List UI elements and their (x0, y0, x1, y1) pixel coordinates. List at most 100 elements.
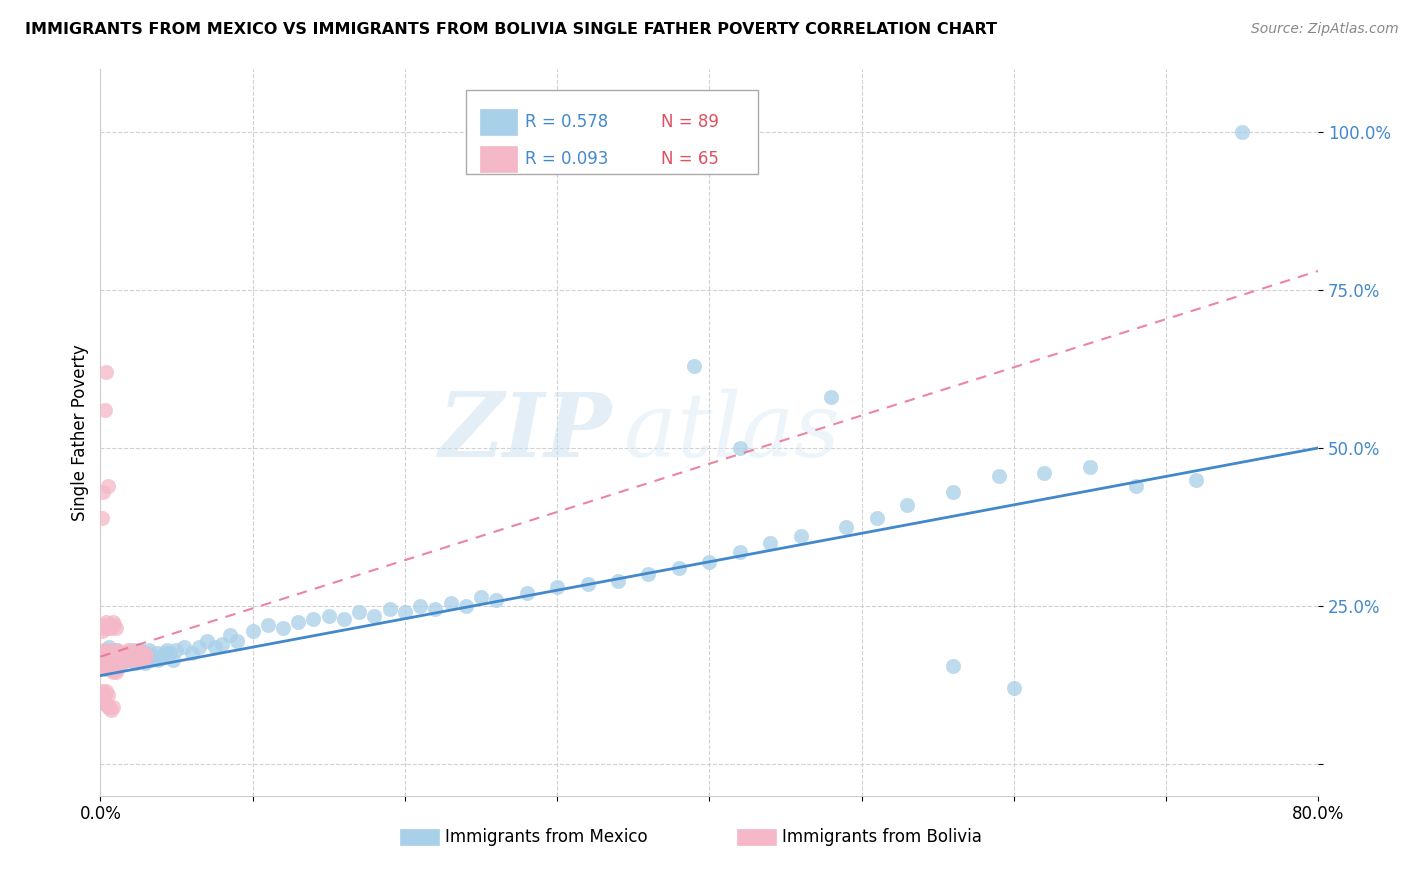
Point (104, 643, 127, 657)
Point (96, 684, 118, 698)
Point (1185, 473, 1208, 487)
Point (132, 653, 155, 667)
Point (93, 684, 115, 698)
Point (98, 640, 121, 655)
Point (90, 647, 112, 661)
Point (866, 510, 889, 524)
Point (287, 615, 309, 629)
Point (105, 662, 128, 676)
Point (117, 647, 139, 661)
Text: IMMIGRANTS FROM MEXICO VS IMMIGRANTS FROM BOLIVIA SINGLE FATHER POVERTY CORRELAT: IMMIGRANTS FROM MEXICO VS IMMIGRANTS FRO… (25, 22, 997, 37)
Point (94, 653, 117, 667)
Point (118, 647, 141, 661)
Point (1230, 125, 1253, 139)
Point (363, 608, 385, 623)
Point (256, 618, 278, 632)
Point (124, 649, 146, 664)
Point (195, 633, 218, 648)
Point (211, 637, 233, 651)
Point (104, 649, 127, 664)
Point (101, 665, 124, 680)
Point (129, 647, 152, 661)
Point (697, 555, 720, 569)
Point (318, 608, 340, 623)
Point (115, 647, 138, 661)
Point (118, 649, 141, 664)
Text: Source: ZipAtlas.com: Source: ZipAtlas.com (1251, 22, 1399, 37)
Point (129, 643, 152, 657)
Point (271, 621, 294, 635)
Point (107, 653, 129, 667)
Point (204, 640, 226, 655)
Point (111, 656, 134, 670)
Point (125, 643, 148, 657)
Point (789, 529, 811, 543)
Point (103, 659, 125, 673)
Point (333, 612, 356, 626)
Point (98, 618, 121, 632)
Point (101, 647, 124, 661)
Point (683, 359, 706, 373)
Point (96, 659, 118, 673)
Point (98, 700, 121, 714)
Point (378, 602, 401, 616)
Point (162, 653, 184, 667)
Point (96, 615, 118, 629)
Text: Immigrants from Mexico: Immigrants from Mexico (446, 828, 648, 846)
Point (226, 633, 249, 648)
Point (516, 586, 538, 600)
FancyBboxPatch shape (737, 829, 776, 845)
Point (1033, 467, 1056, 481)
Point (135, 647, 157, 661)
Point (97, 621, 120, 635)
Point (132, 647, 155, 661)
Point (112, 649, 135, 664)
Point (97, 649, 120, 664)
Text: N = 89: N = 89 (661, 113, 718, 131)
Point (180, 647, 202, 661)
Point (576, 577, 599, 591)
Point (114, 653, 136, 667)
Point (94, 621, 117, 635)
Point (835, 520, 858, 534)
Point (101, 647, 124, 661)
Point (90, 624, 112, 639)
Point (142, 649, 165, 664)
Point (470, 590, 492, 604)
Point (103, 649, 125, 664)
Point (97, 479, 120, 493)
Point (134, 647, 156, 661)
Point (607, 574, 630, 588)
Point (439, 596, 461, 610)
Point (103, 656, 125, 670)
Text: atlas: atlas (624, 389, 839, 475)
Point (120, 653, 142, 667)
Point (100, 653, 122, 667)
Point (131, 649, 153, 664)
Point (131, 653, 153, 667)
Text: Immigrants from Bolivia: Immigrants from Bolivia (783, 828, 983, 846)
Point (90, 510, 112, 524)
Point (124, 656, 146, 670)
Point (120, 649, 142, 664)
Point (668, 561, 690, 575)
Point (454, 599, 477, 613)
Point (145, 647, 167, 661)
Point (148, 653, 170, 667)
Point (425, 602, 447, 616)
Point (115, 653, 138, 667)
Point (100, 703, 122, 717)
Point (134, 656, 156, 670)
Point (93, 485, 115, 500)
Point (105, 643, 128, 657)
Point (122, 647, 145, 661)
Point (127, 653, 149, 667)
Point (94, 688, 117, 702)
Point (485, 592, 508, 607)
Point (93, 659, 115, 673)
Point (820, 390, 842, 404)
Point (96, 647, 118, 661)
Point (637, 567, 659, 582)
Point (97, 688, 120, 702)
Point (153, 647, 176, 661)
